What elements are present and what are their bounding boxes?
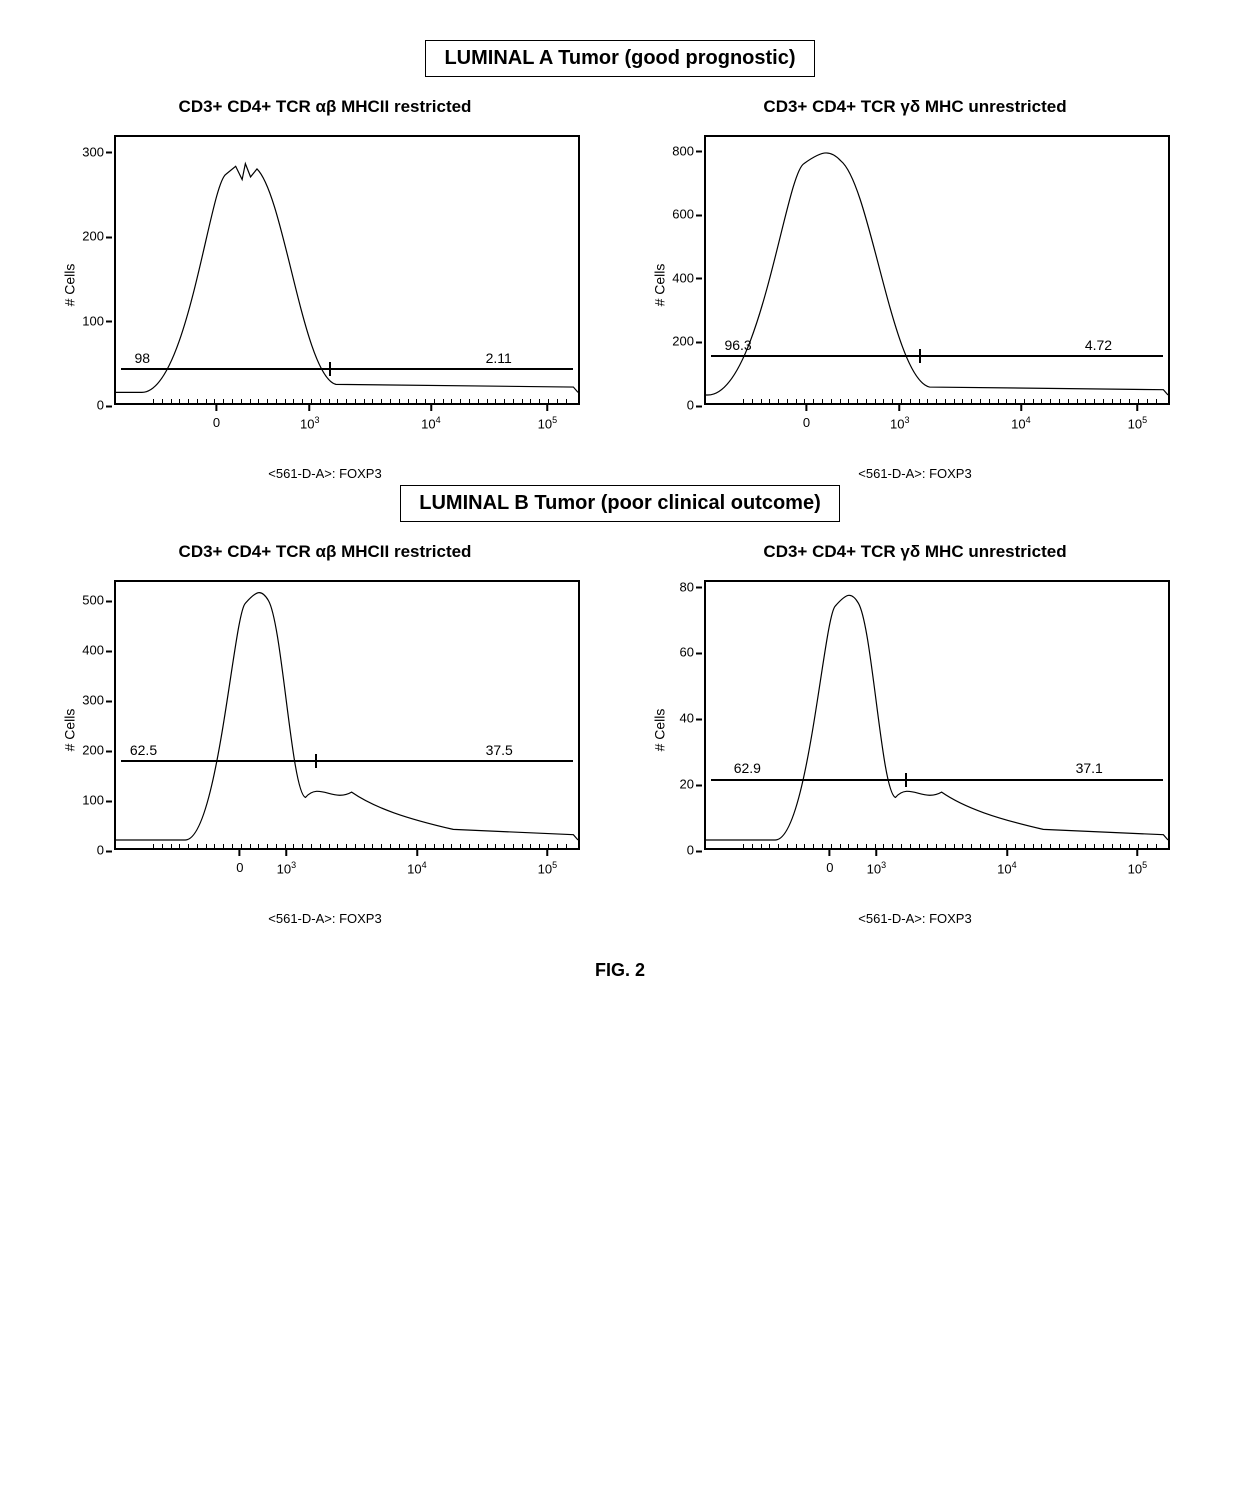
chart-wrap: # Cells020040060080096.34.720103104105<5…	[650, 125, 1180, 445]
gate-label-right: 37.1	[1076, 760, 1103, 776]
x-tick: 105	[1128, 415, 1147, 431]
plot-area: 62.5 37.5	[114, 580, 580, 850]
panel-title: CD3+ CD4+ TCR αβ MHCII restricted	[60, 97, 590, 117]
figure-root: LUMINAL A Tumor (good prognostic) CD3+ CD…	[60, 40, 1180, 981]
gate-line	[121, 368, 574, 370]
y-tick: 20	[680, 777, 694, 792]
x-ticks: 0 103 104 105	[704, 407, 1170, 445]
gate-label-left: 62.9	[734, 760, 761, 776]
figure-caption: FIG. 2	[60, 960, 1180, 981]
panel-title: CD3+ CD4+ TCR γδ MHC unrestricted	[650, 542, 1180, 562]
x-tick: 105	[1128, 860, 1147, 876]
gate-label-right: 4.72	[1085, 337, 1112, 353]
y-tick: 300	[82, 144, 104, 159]
x-tick: 105	[538, 415, 557, 431]
gate-line	[711, 355, 1164, 357]
y-tick: 300	[82, 693, 104, 708]
section-header: LUMINAL A Tumor (good prognostic)	[425, 40, 814, 77]
y-tick: 0	[687, 843, 694, 858]
plot-area: 62.9 37.1	[704, 580, 1170, 850]
histogram-panel: CD3+ CD4+ TCR αβ MHCII restricted# Cells…	[60, 542, 590, 890]
panel-title: CD3+ CD4+ TCR γδ MHC unrestricted	[650, 97, 1180, 117]
x-tick: 104	[997, 860, 1016, 876]
y-tick: 100	[82, 793, 104, 808]
y-tick: 60	[680, 645, 694, 660]
y-tick: 100	[82, 313, 104, 328]
y-tick: 80	[680, 579, 694, 594]
section-header: LUMINAL B Tumor (poor clinical outcome)	[400, 485, 839, 522]
histogram-curve	[706, 137, 1168, 403]
y-tick: 800	[672, 143, 694, 158]
y-tick: 200	[672, 334, 694, 349]
chart-row: CD3+ CD4+ TCR αβ MHCII restricted# Cells…	[60, 97, 1180, 445]
plot-area: 96.3 4.72	[704, 135, 1170, 405]
y-tick: 200	[82, 229, 104, 244]
gate-line	[711, 779, 1164, 781]
gate-separator	[329, 362, 331, 376]
gate-line	[121, 760, 574, 762]
histogram-panel: CD3+ CD4+ TCR γδ MHC unrestricted# Cells…	[650, 542, 1180, 890]
x-tick: 103	[277, 860, 296, 876]
x-tick: 103	[300, 415, 319, 431]
chart-wrap: # Cells0100200300982.110103104105<561-D-…	[60, 125, 590, 445]
chart-wrap: # Cells02040608062.937.10103104105<561-D…	[650, 570, 1180, 890]
x-axis-label: <561-D-A>: FOXP3	[268, 911, 381, 926]
panel-title: CD3+ CD4+ TCR αβ MHCII restricted	[60, 542, 590, 562]
x-axis-label: <561-D-A>: FOXP3	[858, 911, 971, 926]
gate-label-right: 2.11	[486, 350, 512, 366]
y-ticks: 020406080	[650, 580, 700, 850]
x-tick: 0	[236, 860, 243, 875]
histogram-curve	[706, 582, 1168, 848]
gate-label-right: 37.5	[486, 742, 513, 758]
x-tick: 0	[213, 415, 220, 430]
x-tick: 105	[538, 860, 557, 876]
x-ticks: 0 103 104 105	[114, 852, 580, 890]
chart-wrap: # Cells010020030040050062.537.5010310410…	[60, 570, 590, 890]
y-ticks: 0100200300400500	[60, 580, 110, 850]
gate-label-left: 62.5	[130, 742, 157, 758]
x-axis-label: <561-D-A>: FOXP3	[858, 466, 971, 481]
y-tick: 40	[680, 711, 694, 726]
plot-area: 982.11	[114, 135, 580, 405]
histogram-panel: CD3+ CD4+ TCR αβ MHCII restricted# Cells…	[60, 97, 590, 445]
x-tick: 104	[407, 860, 426, 876]
x-tick: 0	[826, 860, 833, 875]
gate-label-left: 98	[134, 350, 150, 366]
y-tick: 500	[82, 593, 104, 608]
y-tick: 400	[672, 270, 694, 285]
x-tick: 104	[421, 415, 440, 431]
y-ticks: 0200400600800	[650, 135, 700, 405]
gate-separator	[905, 773, 907, 787]
y-tick: 200	[82, 743, 104, 758]
histogram-panel: CD3+ CD4+ TCR γδ MHC unrestricted# Cells…	[650, 97, 1180, 445]
x-tick: 0	[803, 415, 810, 430]
x-ticks: 0 103 104 105	[704, 852, 1170, 890]
x-tick: 103	[867, 860, 886, 876]
gate-separator	[315, 754, 317, 768]
x-ticks: 0 103 104 105	[114, 407, 580, 445]
x-tick: 104	[1011, 415, 1030, 431]
y-tick: 600	[672, 207, 694, 222]
x-axis-label: <561-D-A>: FOXP3	[268, 466, 381, 481]
y-tick: 0	[97, 843, 104, 858]
y-tick: 400	[82, 643, 104, 658]
x-tick: 103	[890, 415, 909, 431]
gate-label-left: 96.3	[724, 337, 751, 353]
y-ticks: 0100200300	[60, 135, 110, 405]
chart-row: CD3+ CD4+ TCR αβ MHCII restricted# Cells…	[60, 542, 1180, 890]
gate-separator	[919, 349, 921, 363]
y-tick: 0	[687, 398, 694, 413]
y-tick: 0	[97, 398, 104, 413]
histogram-curve	[116, 582, 578, 848]
